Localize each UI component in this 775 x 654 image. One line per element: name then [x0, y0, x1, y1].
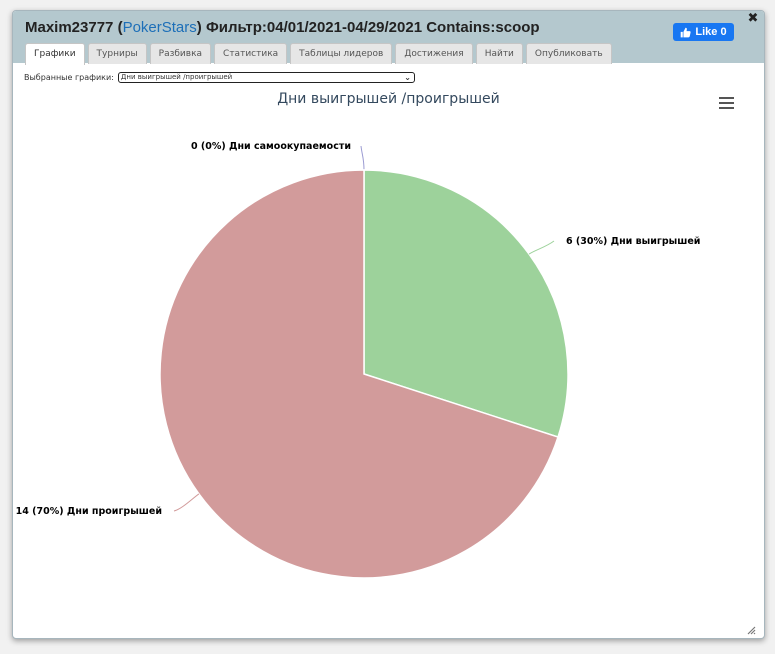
window-title: Maxim23777 (PokerStars) Фильтр:04/01/202…	[25, 19, 540, 36]
site-link[interactable]: PokerStars	[122, 19, 197, 36]
tab-2[interactable]: Разбивка	[149, 43, 212, 64]
tab-6[interactable]: Найти	[475, 43, 523, 64]
fb-like-button[interactable]: Like 0	[673, 23, 734, 41]
pie-connector-1	[528, 240, 555, 255]
chart-selector: Выбранные графики: Дни выигрышей /проигр…	[24, 72, 415, 83]
pie-label-2: 14 (70%) Дни проигрышей	[16, 506, 162, 517]
selector-label: Выбранные графики:	[24, 73, 114, 82]
pie-label-1: 6 (30%) Дни выигрышей	[566, 236, 700, 247]
dialog-window: Maxim23777 (PokerStars) Фильтр:04/01/202…	[12, 10, 765, 639]
title-filter: Фильтр:04/01/2021-04/29/2021 Contains:sc…	[205, 19, 540, 36]
title-bar: Maxim23777 (PokerStars) Фильтр:04/01/202…	[13, 11, 764, 65]
pie-label-0: 0 (0%) Дни самоокупаемости	[191, 141, 351, 152]
close-icon[interactable]: ✖	[747, 11, 759, 26]
tab-5[interactable]: Достижения	[395, 43, 473, 64]
pie-connector-2	[173, 493, 200, 512]
chart-select[interactable]: Дни выигрышей /проигрышей ⌄	[117, 72, 415, 83]
fb-like-label: Like 0	[695, 26, 727, 38]
chevron-down-icon: ⌄	[404, 73, 411, 82]
pie-chart: 0 (0%) Дни самоокупаемости 6 (30%) Дни вы…	[16, 141, 700, 579]
pie-slice-2[interactable]	[159, 169, 559, 579]
chart-select-value: Дни выигрышей /проигрышей	[120, 73, 233, 81]
pie-connector-0	[360, 145, 365, 171]
thumbs-up-icon	[681, 27, 692, 37]
tab-4[interactable]: Таблицы лидеров	[290, 43, 393, 64]
title-user: Maxim23777	[25, 19, 114, 36]
chart-title: Дни выигрышей /проигрышей	[277, 91, 500, 107]
tab-1[interactable]: Турниры	[87, 43, 147, 64]
pie-slice-1[interactable]	[363, 169, 569, 438]
resize-handle-icon[interactable]	[746, 625, 756, 635]
tab-bar: Графики Турниры Разбивка Статистика Таблицы …	[25, 43, 612, 65]
tab-3[interactable]: Статистика	[214, 43, 288, 64]
hamburger-menu-icon[interactable]	[719, 97, 734, 110]
tab-7[interactable]: Опубликовать	[525, 43, 612, 64]
tab-0[interactable]: Графики	[25, 43, 85, 65]
